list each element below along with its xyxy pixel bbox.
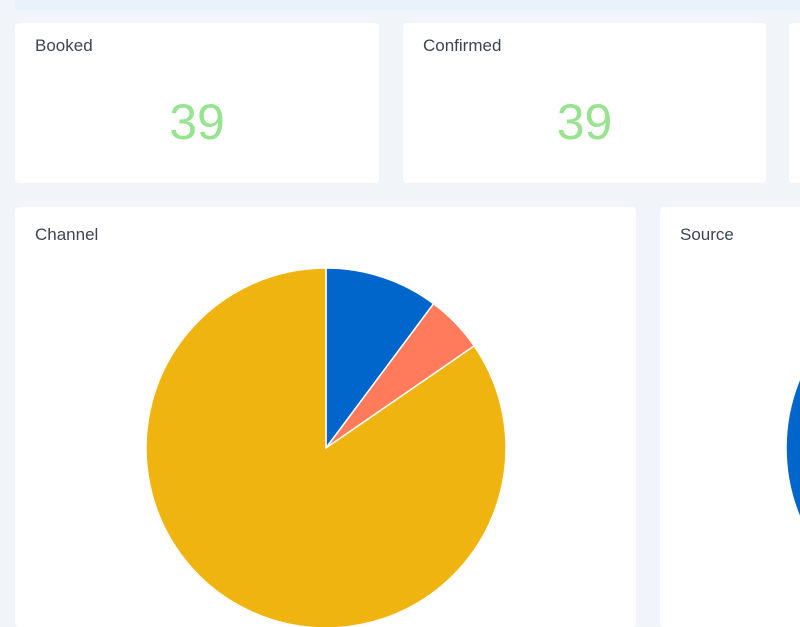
booked-card: Booked 39 — [15, 23, 379, 183]
source-pie-chart — [785, 268, 800, 627]
confirmed-value: 39 — [556, 94, 613, 150]
source-pie-slice-1[interactable] — [785, 268, 800, 627]
confirmed-label: Confirmed — [423, 36, 502, 55]
top-bar — [15, 0, 800, 10]
confirmed-card: Confirmed 39 — [403, 23, 766, 183]
booked-label: Booked — [35, 36, 93, 55]
channel-chart-title: Channel — [35, 225, 99, 244]
channel-pie-chart — [145, 267, 507, 627]
channel-pie-slice-1[interactable] — [325, 267, 435, 451]
source-chart-title: Source — [680, 225, 734, 244]
booked-value: 39 — [169, 94, 225, 150]
partial-card — [789, 23, 800, 183]
source-chart-card: Source — [660, 207, 800, 627]
channel-chart-card: Channel — [15, 207, 636, 627]
